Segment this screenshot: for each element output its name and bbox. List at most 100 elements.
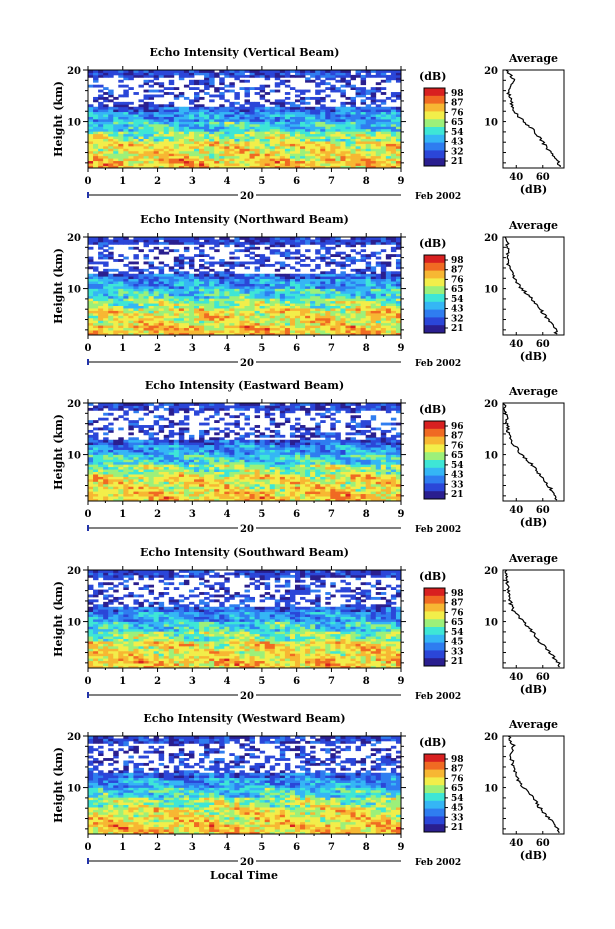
heatmap-cell <box>93 123 99 127</box>
heatmap-cell <box>209 79 215 83</box>
heatmap-cell <box>158 325 165 329</box>
heatmap-cell <box>168 266 175 270</box>
heatmap-cell <box>289 121 296 125</box>
heatmap-cell <box>365 133 372 137</box>
heatmap-cell <box>244 153 250 157</box>
heatmap-cell <box>320 89 326 93</box>
heatmap-cell <box>173 143 180 147</box>
heatmap-cell <box>214 153 220 157</box>
heatmap-cell <box>264 496 271 499</box>
heatmap-cell <box>199 483 205 487</box>
heatmap-cell <box>360 256 367 260</box>
heatmap-cell <box>294 303 301 306</box>
heatmap-cell <box>234 474 240 477</box>
heatmap-cell <box>375 70 382 73</box>
heatmap-cell <box>204 72 210 76</box>
heatmap-cell <box>143 136 149 139</box>
heatmap-cell <box>123 325 129 329</box>
heatmap-cell <box>153 317 160 321</box>
heatmap-cell <box>289 476 296 480</box>
heatmap-cell <box>98 163 104 166</box>
heatmap-cell <box>289 327 296 331</box>
heatmap-cell <box>325 246 331 250</box>
heatmap-cell <box>375 305 382 309</box>
heatmap-cell <box>360 298 367 302</box>
heatmap-cell <box>128 483 134 487</box>
heatmap-cell <box>168 116 175 120</box>
heatmap-cell <box>214 74 220 78</box>
heatmap-cell <box>224 298 230 302</box>
heatmap-cell <box>183 310 190 314</box>
heatmap-cell <box>370 251 377 255</box>
heatmap-cell <box>310 72 316 76</box>
heatmap-cell <box>375 286 382 289</box>
heatmap-cell <box>300 288 306 292</box>
heatmap-cell <box>395 79 402 83</box>
heatmap-cell <box>138 327 144 331</box>
heatmap-cell <box>224 158 230 162</box>
heatmap-cell <box>224 126 230 130</box>
heatmap-cell <box>370 241 377 245</box>
heatmap-cell <box>345 276 351 280</box>
heatmap-cell <box>148 271 155 275</box>
heatmap-cell <box>133 70 139 73</box>
heatmap-cell <box>300 116 306 120</box>
heatmap-cell <box>153 312 160 316</box>
heatmap-cell <box>103 126 109 130</box>
heatmap-cell <box>360 141 367 144</box>
heatmap-cell <box>108 312 114 316</box>
heatmap-cell <box>219 498 225 502</box>
average-x-label: (dB) <box>520 183 547 196</box>
heatmap-cell <box>194 148 200 152</box>
heatmap-cell <box>138 315 144 319</box>
heatmap-cell <box>219 96 225 100</box>
heatmap-cell <box>118 237 124 240</box>
heatmap-cell <box>340 295 346 299</box>
heatmap-cell <box>365 131 372 135</box>
heatmap-cell <box>219 128 225 132</box>
heatmap-cell <box>158 74 165 78</box>
heatmap-cell <box>244 261 250 265</box>
heatmap-cell <box>178 310 185 314</box>
colorbar-frame <box>423 254 446 334</box>
heatmap-cell <box>133 114 139 117</box>
heatmap-cell <box>320 276 326 280</box>
heatmap-cell <box>113 136 119 139</box>
heatmap-cell <box>365 138 372 142</box>
heatmap-cell <box>128 283 134 287</box>
heatmap-cell <box>194 310 200 314</box>
heatmap-cell <box>194 111 200 115</box>
heatmap-cell <box>138 310 144 314</box>
heatmap-cell <box>355 317 362 321</box>
heatmap-cell <box>365 254 372 257</box>
heatmap-cell <box>395 136 402 139</box>
heatmap-cell <box>395 325 402 329</box>
heatmap-cell <box>355 491 362 495</box>
heatmap-cell <box>138 305 144 309</box>
heatmap-cell <box>168 332 175 336</box>
heatmap-cell <box>385 288 392 292</box>
heatmap-cell <box>153 273 160 277</box>
heatmap-cell <box>279 283 286 287</box>
heatmap-cell <box>178 92 185 95</box>
heatmap-cell <box>204 320 210 324</box>
heatmap-cell <box>98 96 104 100</box>
heatmap-cell <box>199 276 205 280</box>
heatmap-cell <box>289 155 296 159</box>
heatmap-cell <box>108 158 114 162</box>
heatmap-cell <box>108 315 114 319</box>
heatmap-cell <box>350 145 356 149</box>
heatmap-cell <box>204 121 210 125</box>
heatmap-cell <box>138 133 144 137</box>
heatmap-cell <box>320 283 326 287</box>
heatmap-cell <box>335 295 341 299</box>
heatmap-cell <box>158 288 165 292</box>
heatmap-cell <box>93 148 99 152</box>
heatmap-cell <box>209 493 215 497</box>
heatmap-cell <box>264 295 271 299</box>
heatmap-cell <box>148 237 155 240</box>
heatmap-cell <box>123 288 129 292</box>
heatmap-cell <box>274 109 281 113</box>
heatmap-cell <box>173 163 180 166</box>
heatmap-cell <box>284 300 291 304</box>
